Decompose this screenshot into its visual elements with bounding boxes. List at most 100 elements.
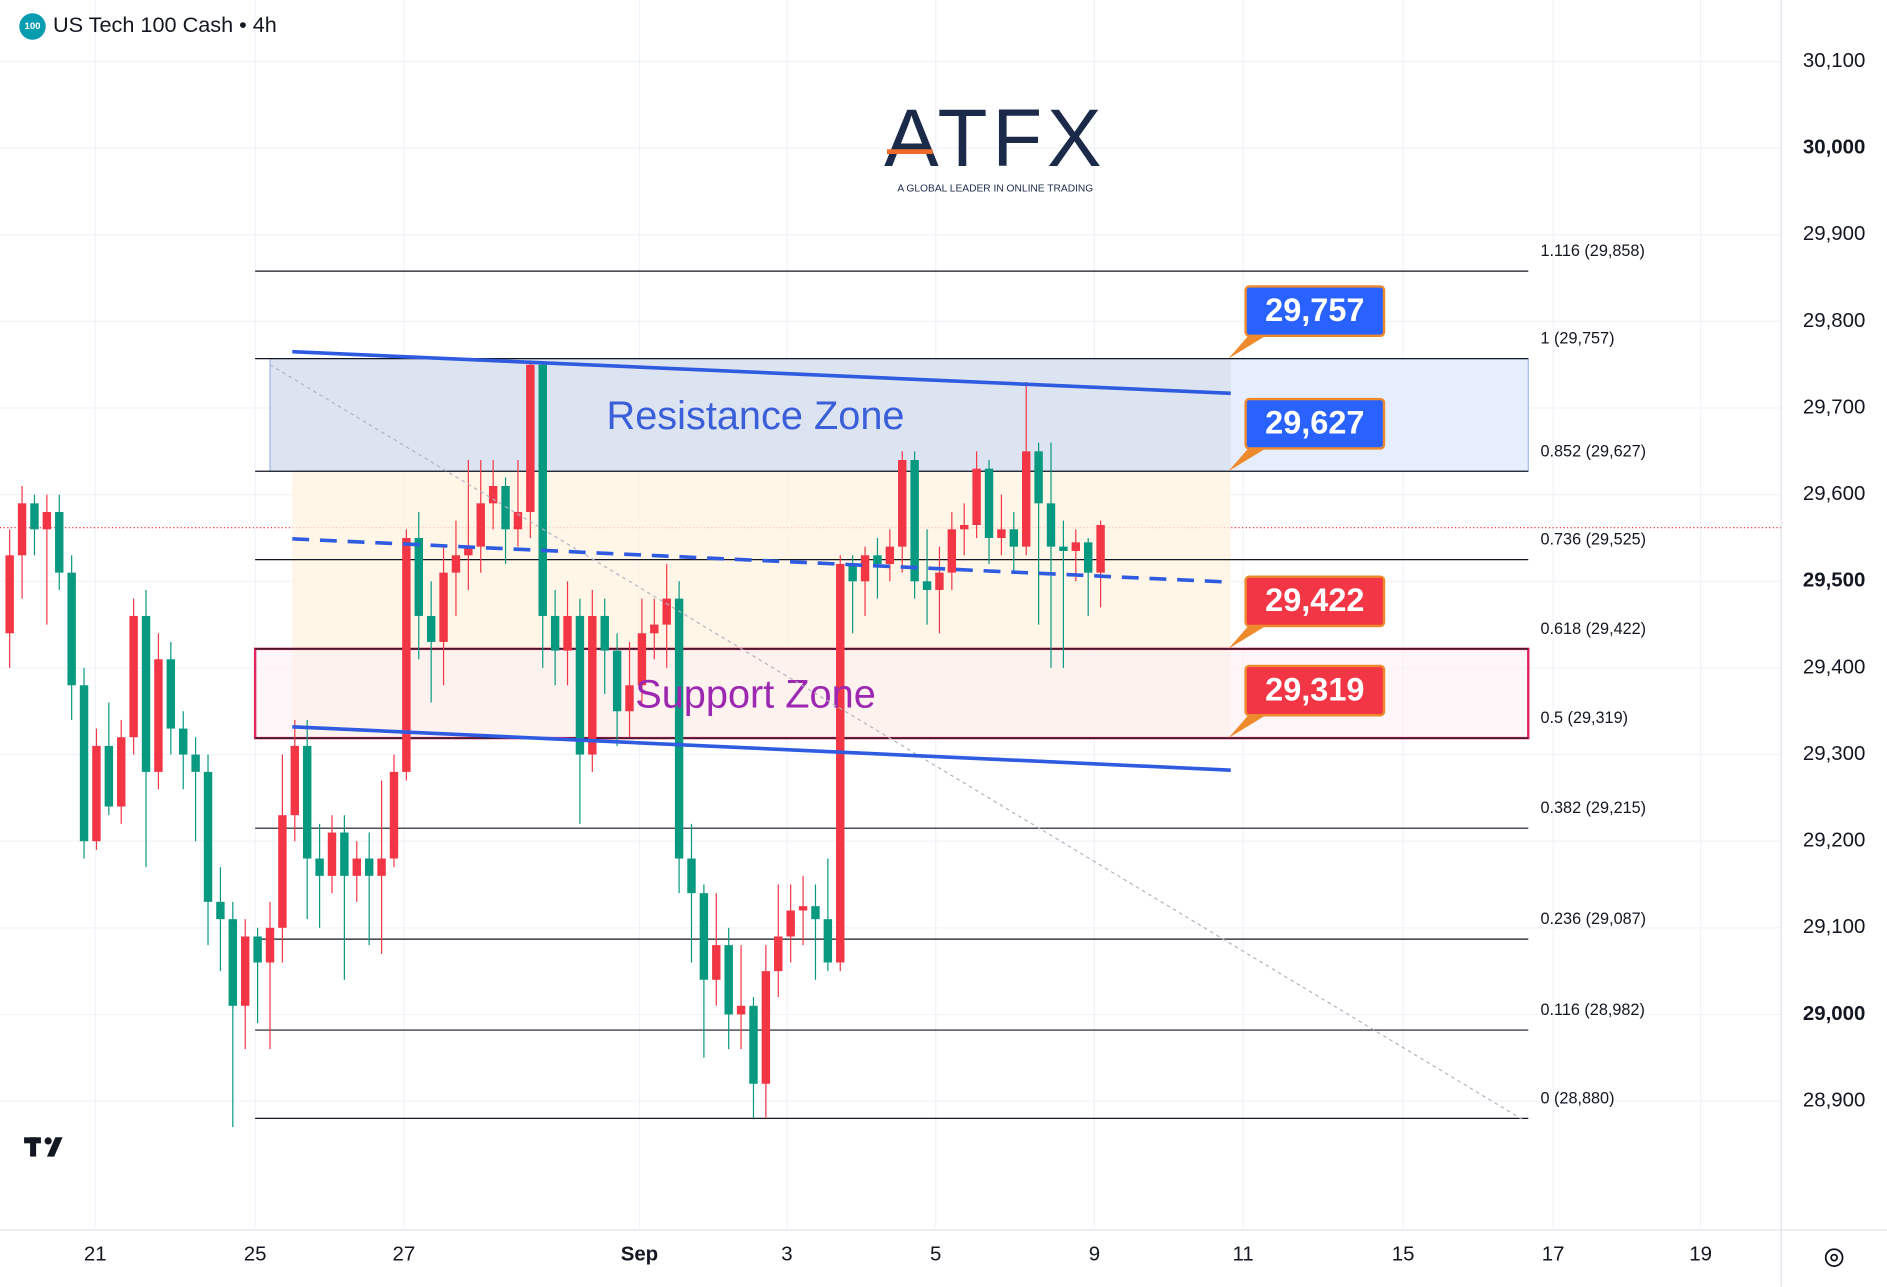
y-tick-label: 29,600: [1803, 482, 1866, 505]
y-tick-label: 29,200: [1803, 829, 1866, 852]
candle-body: [885, 546, 895, 564]
candle-body: [538, 364, 547, 616]
candle-body: [203, 771, 213, 902]
fib-label: 0.236 (29,087): [1540, 910, 1646, 928]
candle-body: [860, 555, 870, 582]
candle-body: [588, 615, 597, 755]
logo-tagline: A GLOBAL LEADER IN ONLINE TRADING: [897, 184, 1093, 195]
zone-label: Resistance Zone: [607, 394, 905, 438]
candle-body: [253, 936, 262, 963]
fib-label: 0.618 (29,422): [1540, 620, 1646, 638]
candle-body: [1071, 542, 1081, 551]
candle-body: [650, 624, 659, 634]
candle-body: [984, 468, 994, 538]
zone-overlay: [270, 358, 1231, 472]
x-tick-label: 19: [1689, 1243, 1712, 1266]
candle-body: [513, 511, 523, 530]
fib-label: 0 (28,880): [1540, 1089, 1614, 1107]
fib-label: 1 (29,757): [1540, 330, 1614, 348]
fib-label: 0.382 (29,215): [1540, 799, 1646, 817]
candle-body: [774, 936, 783, 972]
candle-body: [240, 936, 250, 1006]
candle-body: [898, 460, 907, 547]
candle-body: [290, 745, 300, 816]
x-tick-label: 25: [244, 1243, 267, 1266]
candle-body: [352, 858, 361, 876]
candle-body: [55, 511, 64, 573]
x-tick-label: 5: [930, 1243, 941, 1266]
candle-body: [179, 728, 188, 755]
candle-body: [873, 555, 882, 564]
x-tick-label: 11: [1233, 1243, 1254, 1266]
price-tag-pointer: [1228, 623, 1270, 649]
logo-accent: [886, 149, 933, 155]
y-tick-label: 29,700: [1803, 395, 1866, 418]
candle-body: [563, 615, 572, 651]
candle-body: [302, 745, 312, 859]
header: 100 US Tech 100 Cash • 4h: [19, 12, 277, 40]
trend-line: [292, 725, 1231, 772]
price-tag-box: [1244, 397, 1386, 450]
candle-body: [377, 858, 386, 876]
candle-body: [1034, 451, 1043, 504]
candle-body: [972, 468, 981, 525]
candle-body: [340, 832, 349, 876]
candle-body: [117, 737, 126, 807]
tv-logo: [24, 1137, 63, 1157]
diagonal-line: [269, 364, 1523, 1120]
y-tick-label: 29,400: [1803, 655, 1866, 678]
candle-body: [426, 615, 436, 642]
x-tick-label: 9: [1089, 1243, 1100, 1266]
candle-body: [439, 572, 448, 642]
candle-body: [761, 971, 771, 1084]
candle-body: [935, 572, 944, 590]
fib-label: 0.852 (29,627): [1540, 442, 1646, 460]
candle-body: [476, 503, 485, 547]
candle-body: [947, 529, 957, 573]
candle-body: [265, 927, 275, 963]
price-tag-pointer: [1228, 446, 1270, 472]
price-tag-box: [1244, 664, 1386, 717]
y-tick-label: 29,000: [1803, 1002, 1866, 1025]
price-tag-label: 29,757: [1265, 292, 1364, 328]
candle-body: [637, 633, 647, 686]
x-tick-label: 15: [1392, 1243, 1415, 1266]
candle-body: [166, 659, 176, 729]
candle-body: [464, 546, 473, 556]
candle-body: [575, 615, 585, 755]
candle-body: [997, 529, 1006, 538]
candle-body: [1059, 546, 1068, 551]
price-tag-label: 29,627: [1265, 405, 1364, 441]
candle-body: [910, 460, 919, 582]
candle-body: [922, 581, 932, 590]
y-tick-label: 29,100: [1803, 915, 1866, 938]
candle-body: [600, 615, 609, 651]
logo-brand: ATFX: [884, 93, 1106, 184]
candle-body: [104, 745, 114, 807]
fib-label: 1.116 (29,858): [1540, 242, 1644, 260]
x-tick-label: 17: [1542, 1243, 1565, 1266]
symbol-title[interactable]: US Tech 100 Cash • 4h: [53, 12, 277, 37]
candle-body: [786, 910, 795, 937]
candle-body: [1046, 503, 1056, 547]
trend-line: [292, 537, 1231, 584]
candle-body: [79, 685, 89, 842]
candle-body: [488, 486, 498, 504]
candle-body: [216, 901, 225, 920]
drawings: Resistance Zone Support Zone 29,757 29,627 2…: [269, 285, 1523, 1120]
candle-body: [724, 945, 733, 1015]
candle-body: [1083, 542, 1093, 573]
x-tick-label: 3: [781, 1243, 792, 1266]
candle-body: [749, 1005, 758, 1084]
candle-body: [662, 598, 671, 625]
candle-body: [402, 537, 411, 772]
price-tag-box: [1244, 575, 1386, 628]
settings-icon[interactable]: [1824, 1248, 1844, 1267]
fib-label: 0.116 (28,982): [1540, 1001, 1644, 1019]
candle-body: [364, 858, 374, 876]
price-tag-label: 29,319: [1265, 671, 1364, 707]
candle-body: [960, 524, 969, 530]
zone-label: Support Zone: [635, 673, 876, 717]
candle-body: [1096, 524, 1105, 573]
